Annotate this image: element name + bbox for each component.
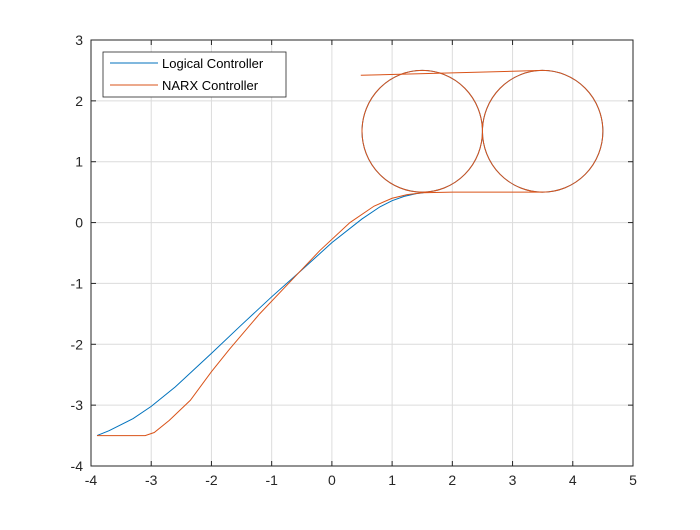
loop-circle-narx-controller	[361, 69, 483, 193]
x-tick-label: 3	[509, 472, 517, 488]
y-tick-label: -2	[71, 336, 84, 352]
legend-label-narx-controller: NARX Controller	[162, 78, 259, 93]
series-line-narx-controller	[97, 191, 543, 437]
y-tick-label: 1	[75, 154, 83, 170]
y-tick-label: 2	[75, 93, 83, 109]
y-tick-label: 3	[75, 32, 83, 48]
series-line-logical-controller	[96, 192, 424, 437]
x-tick-label: -1	[265, 472, 278, 488]
y-tick-label: -1	[71, 275, 84, 291]
tangent-line-narx-controller	[360, 69, 543, 76]
legend-box	[102, 51, 287, 98]
x-tick-label: -4	[85, 472, 98, 488]
y-tick-label: 0	[75, 215, 83, 231]
x-tick-label: 5	[629, 472, 637, 488]
x-tick-label: 2	[448, 472, 456, 488]
y-tick-label: -4	[71, 458, 84, 474]
axes-box	[90, 39, 634, 467]
series-layer	[96, 69, 604, 437]
legend-label-logical-controller: Logical Controller	[162, 56, 264, 71]
x-tick-label: -2	[205, 472, 218, 488]
x-tick-label: 1	[388, 472, 396, 488]
axis-ticks: -4 -3 -2 -1 0 1 2 3 4 5 -4 -3 -2 -1 0 1 2 3	[71, 32, 638, 488]
y-tick-label: -3	[71, 397, 84, 413]
x-tick-label: 0	[328, 472, 336, 488]
x-tick-label: 4	[569, 472, 577, 488]
plot-area-background	[91, 40, 633, 466]
legend: Logical Controller NARX Controller	[102, 51, 287, 98]
x-tick-label: -3	[145, 472, 158, 488]
